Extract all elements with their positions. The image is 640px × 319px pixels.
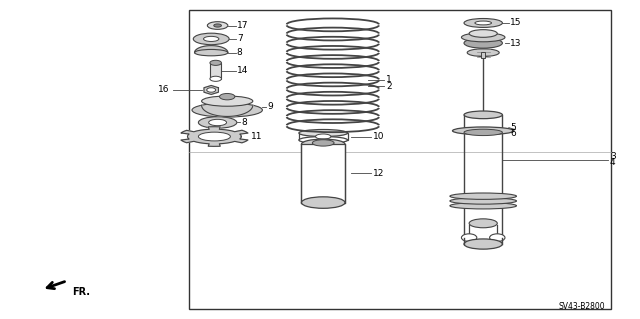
Ellipse shape [464,111,502,119]
Text: 5: 5 [510,123,516,132]
Text: 1: 1 [386,75,392,84]
Text: 12: 12 [372,169,384,178]
Text: SV43-B2800: SV43-B2800 [558,302,605,311]
Ellipse shape [214,24,221,27]
Polygon shape [202,105,253,116]
Ellipse shape [301,197,345,208]
Ellipse shape [464,239,502,249]
Ellipse shape [198,117,237,128]
Ellipse shape [220,93,235,100]
Text: 17: 17 [237,21,248,30]
Bar [210,63,221,79]
Ellipse shape [193,33,229,45]
Ellipse shape [490,234,505,241]
Ellipse shape [195,49,228,56]
Ellipse shape [469,219,497,228]
Ellipse shape [450,203,516,209]
Ellipse shape [464,129,502,136]
Ellipse shape [202,96,253,106]
Text: 2: 2 [386,82,392,91]
Ellipse shape [461,33,505,42]
Text: 14: 14 [237,66,248,75]
Polygon shape [195,46,228,53]
Ellipse shape [464,19,502,27]
Text: 4: 4 [610,158,616,167]
Text: 10: 10 [372,132,384,141]
Ellipse shape [210,76,221,81]
Ellipse shape [316,134,331,139]
Bar [189,10,611,309]
Ellipse shape [461,234,477,241]
Ellipse shape [452,127,514,135]
Ellipse shape [207,22,228,29]
Ellipse shape [198,132,230,141]
Text: 8: 8 [237,48,243,57]
Ellipse shape [192,103,262,117]
Text: 13: 13 [510,39,522,48]
Ellipse shape [210,60,221,65]
Ellipse shape [475,21,492,25]
Ellipse shape [301,139,345,149]
Ellipse shape [207,88,216,92]
Ellipse shape [469,30,497,37]
Ellipse shape [299,137,348,144]
Text: 7: 7 [237,34,243,43]
Polygon shape [204,85,218,94]
Bar [301,144,345,203]
Text: FR.: FR. [72,287,90,297]
Ellipse shape [467,49,499,56]
Text: 11: 11 [251,132,262,141]
Ellipse shape [450,198,516,204]
Ellipse shape [299,130,348,137]
Ellipse shape [209,119,227,126]
Text: 16: 16 [158,85,170,94]
Ellipse shape [204,36,219,41]
Bar [481,52,485,58]
Text: 6: 6 [510,130,516,138]
Text: 15: 15 [510,19,522,27]
Ellipse shape [312,140,334,146]
Polygon shape [181,127,248,146]
Ellipse shape [450,193,516,199]
Text: 3: 3 [610,152,616,161]
Text: 9: 9 [267,102,273,111]
Text: 8: 8 [241,118,247,127]
Bar [299,133,348,140]
Ellipse shape [464,38,502,48]
